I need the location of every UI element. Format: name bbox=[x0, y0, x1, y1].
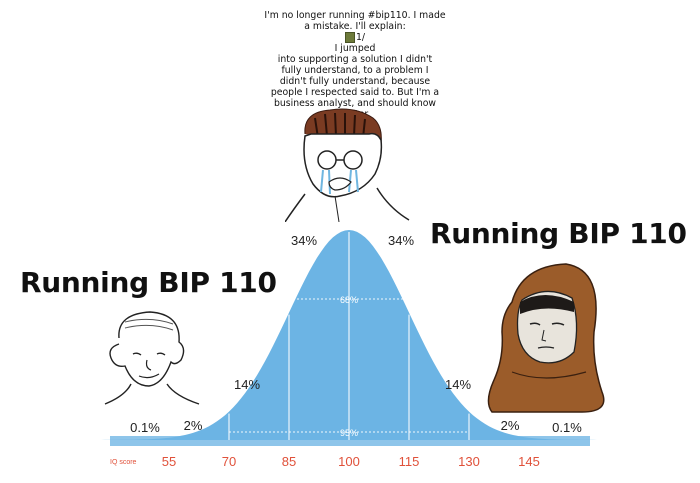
band-percentage-label: 14% bbox=[234, 377, 260, 392]
x-axis-bar bbox=[110, 436, 590, 446]
tweet-line: didn't fully understand, because bbox=[279, 76, 431, 87]
band-percentage-label: 0.1% bbox=[552, 420, 582, 435]
right-caption-label: Running BIP 110 bbox=[430, 217, 687, 250]
tweet-line: fully understand, to a problem I bbox=[281, 65, 429, 76]
hooded-figure bbox=[487, 263, 605, 413]
band-percentage-label: 2% bbox=[184, 418, 203, 433]
tweet-line-text: 1/ bbox=[355, 32, 366, 43]
tweet-line: 1/ bbox=[240, 32, 470, 43]
x-tick-label: 85 bbox=[282, 454, 296, 469]
band-percentage-label: 2% bbox=[501, 418, 520, 433]
tweet-line: a mistake. I'll explain: bbox=[304, 21, 406, 32]
tweet-line: I jumped bbox=[334, 43, 376, 54]
x-axis-title: IQ score bbox=[110, 459, 137, 466]
tweet-line: business analyst, and should know bbox=[273, 98, 436, 109]
left-caption-label: Running BIP 110 bbox=[20, 266, 277, 299]
band-percentage-label: 14% bbox=[445, 377, 471, 392]
x-tick-label: 145 bbox=[518, 454, 540, 469]
bracket-label: 95% bbox=[340, 428, 358, 438]
x-tick-label: 100 bbox=[338, 454, 360, 469]
band-percentage-label: 34% bbox=[291, 233, 317, 248]
tweet-line: into supporting a solution I didn't bbox=[277, 54, 433, 65]
book-emoji-icon bbox=[344, 32, 355, 43]
simple-wojak-figure bbox=[104, 311, 200, 405]
band-percentage-label: 0.1% bbox=[130, 420, 160, 435]
x-tick-label: 70 bbox=[222, 454, 236, 469]
x-tick-label: 55 bbox=[162, 454, 176, 469]
bracket-label: 68% bbox=[340, 295, 358, 305]
tweet-line: I'm no longer running #bip110. I made bbox=[264, 10, 446, 21]
tweet-line: people I respected said to. But I'm a bbox=[270, 87, 440, 98]
x-tick-label: 130 bbox=[458, 454, 480, 469]
x-tick-label: 115 bbox=[399, 454, 420, 469]
band-percentage-label: 34% bbox=[388, 233, 414, 248]
crying-wojak-figure bbox=[285, 108, 410, 222]
